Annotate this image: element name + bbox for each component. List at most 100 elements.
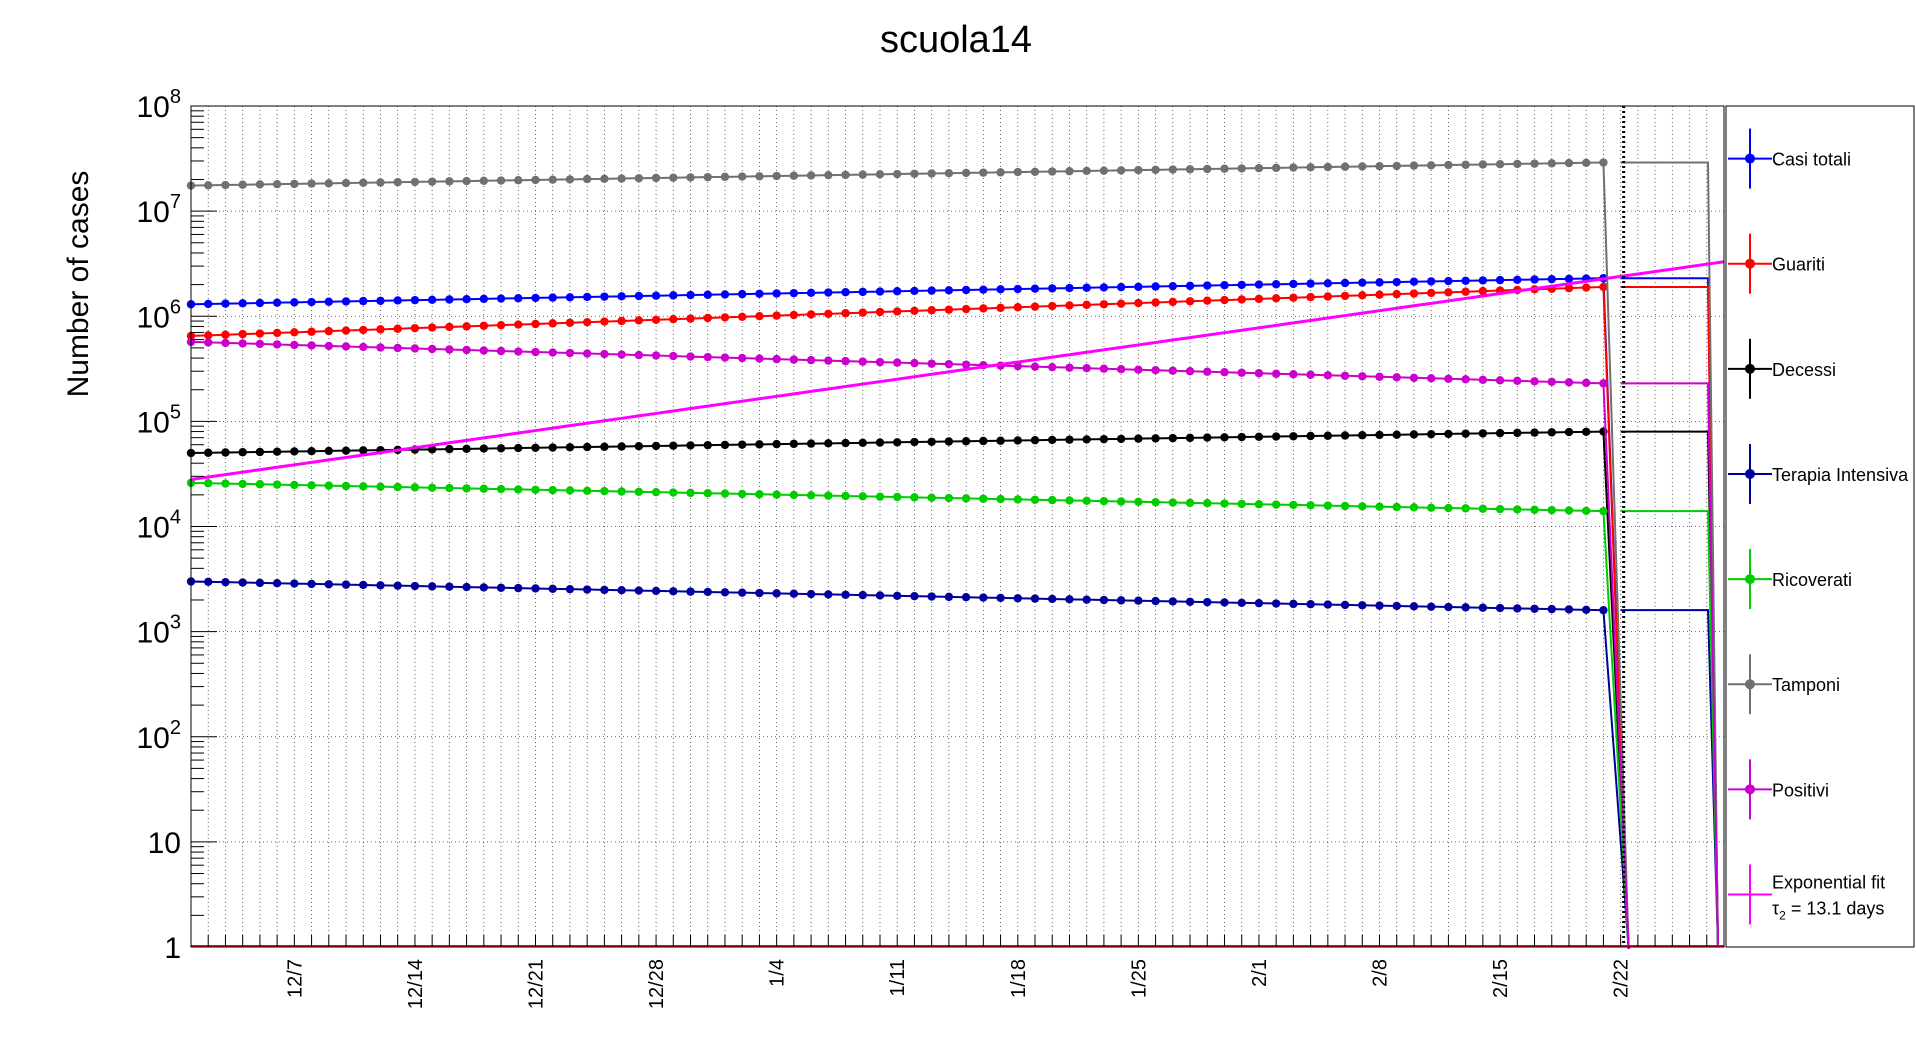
data-point	[410, 344, 420, 353]
data-point	[324, 326, 333, 336]
data-point	[238, 339, 247, 348]
data-point	[1237, 499, 1246, 509]
data-point	[1461, 276, 1470, 285]
data-point	[1547, 428, 1556, 437]
data-point	[1168, 281, 1178, 291]
data-point	[755, 588, 764, 598]
data-point	[1237, 280, 1246, 290]
data-point	[376, 178, 385, 187]
data-point	[255, 480, 265, 489]
data-point	[979, 168, 988, 177]
data-point	[1444, 503, 1453, 513]
data-point	[445, 177, 454, 186]
data-point	[324, 297, 333, 306]
data-point	[944, 169, 954, 178]
data-point	[1582, 427, 1591, 437]
x-tick-label: 1/18	[1008, 959, 1030, 998]
data-point	[1461, 429, 1470, 438]
data-point	[1203, 164, 1212, 174]
data-point	[341, 446, 351, 455]
data-point	[1306, 600, 1315, 609]
data-point	[737, 588, 747, 597]
data-point	[1203, 499, 1212, 508]
data-point	[1547, 377, 1556, 387]
data-point	[944, 286, 954, 295]
data-point	[1082, 496, 1091, 505]
data-point	[789, 490, 799, 500]
data-point	[341, 178, 351, 188]
series-plateau	[1620, 161, 1719, 948]
data-point	[1099, 300, 1109, 309]
x-tick-label: 2/15	[1490, 959, 1512, 998]
data-point	[1599, 379, 1608, 388]
data-point	[1306, 163, 1315, 172]
data-point	[858, 438, 867, 448]
data-point	[341, 297, 351, 306]
data-point	[1082, 363, 1091, 373]
x-tick-label: 12/21	[525, 959, 547, 1009]
data-point	[703, 587, 712, 597]
data-point	[496, 176, 506, 185]
data-point	[634, 442, 644, 451]
data-point	[1168, 165, 1178, 174]
data-point	[531, 293, 540, 303]
data-point	[1237, 295, 1246, 304]
data-point	[737, 289, 747, 299]
legend-label: Positivi	[1772, 780, 1829, 800]
data-point	[1392, 430, 1401, 439]
data-point	[1495, 428, 1505, 438]
data-point	[996, 168, 1005, 177]
data-point	[1340, 162, 1350, 171]
data-point	[1237, 368, 1246, 377]
data-point	[1030, 302, 1040, 311]
data-point	[841, 170, 850, 180]
data-point	[1082, 283, 1091, 292]
data-point	[1203, 433, 1212, 442]
data-point	[996, 593, 1005, 603]
data-point	[875, 357, 885, 367]
data-point	[1013, 303, 1022, 312]
data-point	[1168, 498, 1178, 507]
data-point	[927, 437, 936, 446]
data-point	[1530, 275, 1539, 284]
data-point	[1048, 362, 1057, 372]
data-point	[1358, 162, 1367, 171]
data-point	[1478, 286, 1488, 296]
data-point	[1323, 292, 1333, 301]
data-point	[806, 491, 816, 500]
data-point	[290, 340, 299, 350]
series-positivi	[186, 337, 1719, 950]
data-point	[1513, 275, 1522, 285]
x-tick-label: 12/14	[405, 959, 427, 1009]
data-point	[858, 308, 867, 317]
data-point	[427, 323, 437, 332]
data-point	[927, 306, 936, 315]
data-point	[600, 442, 609, 451]
data-point	[1530, 377, 1539, 386]
data-point	[1237, 598, 1246, 608]
data-point	[1185, 165, 1195, 174]
data-point	[634, 316, 644, 325]
data-point	[1151, 298, 1160, 307]
data-point	[824, 309, 833, 319]
data-point	[445, 322, 454, 332]
data-point	[961, 494, 971, 503]
data-point	[858, 492, 867, 501]
legend-label: Ricoverati	[1772, 570, 1852, 590]
data-point	[1306, 370, 1315, 379]
data-point	[1375, 290, 1384, 299]
data-point	[806, 589, 816, 599]
data-point	[307, 297, 316, 307]
data-point	[272, 480, 282, 489]
data-point	[720, 172, 730, 182]
data-point	[1289, 163, 1298, 172]
data-point	[376, 482, 385, 491]
data-point	[1048, 167, 1057, 176]
data-point	[1323, 162, 1333, 172]
data-point	[789, 171, 799, 180]
y-tick-label: 106	[137, 296, 182, 334]
data-point	[565, 486, 575, 495]
data-point	[1530, 428, 1539, 437]
data-point	[1151, 282, 1160, 291]
data-point	[290, 179, 299, 189]
